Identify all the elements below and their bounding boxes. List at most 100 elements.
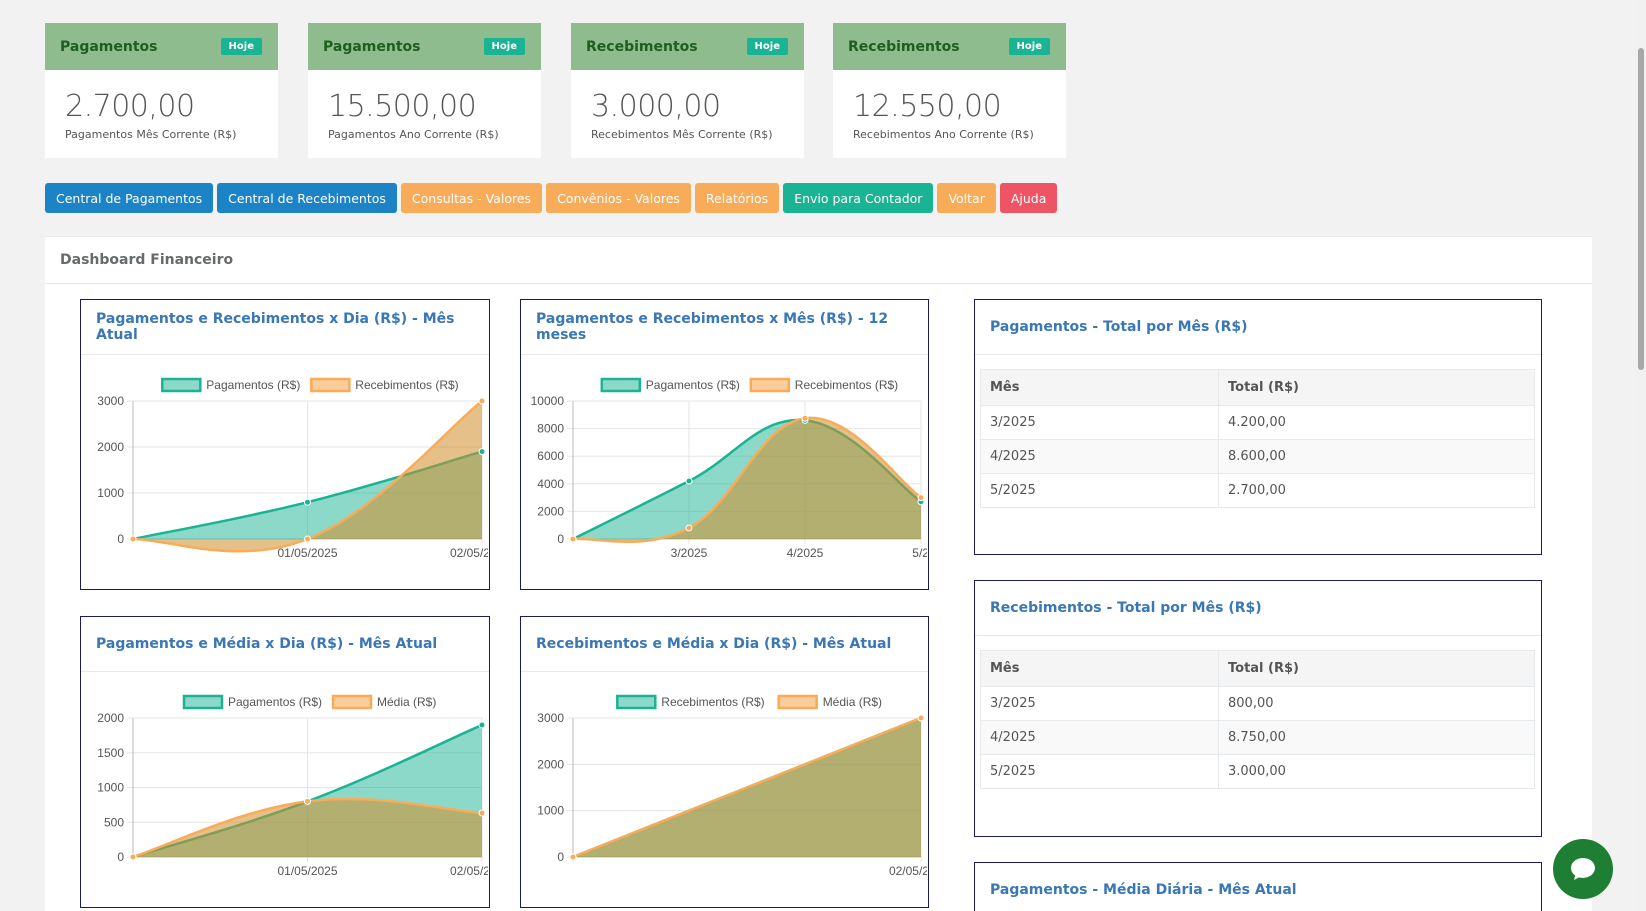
- y-tick-label: 2000: [537, 504, 564, 518]
- data-point: [478, 809, 486, 817]
- convenios-valores-button[interactable]: Convênios - Valores: [546, 183, 691, 213]
- table-title: Recebimentos - Total por Mês (R$): [975, 581, 1541, 636]
- table-cell: 3/2025: [980, 405, 1219, 440]
- dashboard-title: Dashboard Financeiro: [45, 237, 1592, 284]
- table-box-media-diaria: Pagamentos - Média Diária - Mês Atual: [974, 862, 1542, 911]
- series-area: [133, 401, 482, 552]
- table-title: Pagamentos - Total por Mês (R$): [975, 300, 1541, 355]
- x-tick-label: 3/2025: [671, 546, 708, 560]
- legend-label: Recebimentos (R$): [661, 695, 764, 709]
- legend-label: Média (R$): [377, 695, 436, 709]
- table-title: Pagamentos - Média Diária - Mês Atual: [975, 863, 1541, 911]
- page-scrollbar[interactable]: [1636, 0, 1646, 911]
- stat-subtitle: Recebimentos Ano Corrente (R$): [853, 128, 1034, 141]
- column-header: Mês: [980, 650, 1219, 687]
- ajuda-button[interactable]: Ajuda: [999, 183, 1058, 213]
- chart-box-3: Pagamentos e Média x Dia (R$) - Mês Atua…: [80, 616, 490, 908]
- voltar-button[interactable]: Voltar: [937, 183, 996, 213]
- stat-card-header: Pagamentos Hoje: [45, 23, 278, 70]
- legend-swatch: [777, 694, 818, 710]
- data-point: [685, 524, 693, 532]
- y-tick-label: 2000: [537, 757, 564, 771]
- y-tick-label: 1000: [97, 781, 124, 795]
- stat-card-header: Recebimentos Hoje: [833, 23, 1066, 70]
- stat-subtitle: Pagamentos Mês Corrente (R$): [65, 128, 237, 141]
- legend-label: Pagamentos (R$): [206, 378, 300, 392]
- table-cell: 4/2025: [980, 439, 1219, 474]
- legend-swatch: [331, 694, 373, 710]
- table-header-row: Mês Total (R$): [980, 650, 1535, 687]
- legend-label: Pagamentos (R$): [228, 695, 322, 709]
- data-point: [129, 853, 137, 861]
- legend-label: Média (R$): [823, 695, 882, 709]
- chat-button[interactable]: [1553, 839, 1613, 899]
- column-header: Total (R$): [1218, 369, 1535, 406]
- legend-swatch: [310, 377, 351, 393]
- legend-swatch: [161, 377, 202, 393]
- data-point: [569, 535, 577, 543]
- stat-card-pagamentos-mes: Pagamentos Hoje 2.700,00 Pagamentos Mês …: [45, 23, 278, 158]
- consultas-valores-button[interactable]: Consultas - Valores: [400, 183, 543, 213]
- scrollbar-thumb[interactable]: [1638, 48, 1644, 370]
- legend-swatch: [600, 377, 642, 393]
- y-tick-label: 3000: [97, 394, 124, 408]
- stat-subtitle: Pagamentos Ano Corrente (R$): [328, 128, 499, 141]
- data-point: [917, 714, 925, 722]
- legend-label: Recebimentos (R$): [355, 378, 458, 392]
- chat-bubble-icon: [1571, 858, 1595, 880]
- chart-title: Pagamentos e Média x Dia (R$) - Mês Atua…: [81, 617, 489, 672]
- table-cell: 4.200,00: [1218, 405, 1535, 440]
- action-button-row: Central de Pagamentos Central de Recebim…: [45, 183, 1058, 213]
- y-tick-label: 500: [104, 815, 124, 829]
- stat-title: Pagamentos: [323, 38, 421, 55]
- data-point: [478, 397, 486, 405]
- x-tick-label: 01/05/2025: [277, 864, 337, 878]
- central-recebimentos-button[interactable]: Central de Recebimentos: [217, 183, 397, 213]
- table-header-row: Mês Total (R$): [980, 369, 1535, 406]
- legend-swatch: [749, 377, 791, 393]
- table-box-pagamentos: Pagamentos - Total por Mês (R$) Mês Tota…: [974, 299, 1542, 555]
- legend-swatch: [616, 694, 657, 710]
- stat-value: 3.000,00: [591, 89, 721, 124]
- y-tick-label: 0: [117, 850, 124, 864]
- x-tick-label: 02/05/2025: [889, 864, 927, 878]
- table-row: 3/2025 4.200,00: [980, 405, 1535, 440]
- y-tick-label: 1000: [537, 804, 564, 818]
- column-header: Mês: [980, 369, 1219, 406]
- chart-legend: Pagamentos (R$) Recebimentos (R$): [161, 377, 459, 393]
- relatorios-button[interactable]: Relatórios: [694, 183, 780, 213]
- data-point: [801, 414, 809, 422]
- table-row: 3/2025 800,00: [980, 686, 1535, 721]
- data-point: [569, 853, 577, 861]
- table-cell: 8.750,00: [1218, 720, 1535, 755]
- y-tick-label: 1000: [97, 486, 124, 500]
- legend-label: Recebimentos (R$): [795, 378, 898, 392]
- x-tick-label: 02/05/2025: [450, 864, 488, 878]
- stat-card-header: Recebimentos Hoje: [571, 23, 804, 70]
- central-pagamentos-button[interactable]: Central de Pagamentos: [45, 183, 214, 213]
- stat-title: Pagamentos: [60, 38, 158, 55]
- stat-card-recebimentos-mes: Recebimentos Hoje 3.000,00 Recebimentos …: [571, 23, 804, 158]
- chart-box-1: Pagamentos e Recebimentos x Dia (R$) - M…: [80, 299, 490, 590]
- table-row: 4/2025 8.750,00: [980, 720, 1535, 755]
- table-cell: 3/2025: [980, 686, 1219, 721]
- today-badge: Hoje: [220, 38, 262, 55]
- chart-legend: Pagamentos (R$) Média (R$): [182, 694, 436, 710]
- stat-value: 15.500,00: [328, 89, 477, 124]
- pagamentos-table: Mês Total (R$) 3/2025 4.200,00 4/2025 8.…: [980, 369, 1535, 508]
- chart-box-2: Pagamentos e Recebimentos x Mês (R$) - 1…: [520, 299, 929, 590]
- chart-pagamentos-recebimentos-mes: Pagamentos (R$) Recebimentos (R$) 0 2000 400…: [531, 377, 927, 560]
- series-area: [133, 799, 482, 857]
- chart-title: Recebimentos e Média x Dia (R$) - Mês At…: [521, 617, 928, 672]
- data-point: [304, 535, 311, 543]
- stat-card-recebimentos-ano: Recebimentos Hoje 12.550,00 Recebimentos…: [833, 23, 1066, 158]
- chart-box-4: Recebimentos e Média x Dia (R$) - Mês At…: [520, 616, 929, 908]
- stat-title: Recebimentos: [586, 38, 698, 55]
- data-point: [304, 498, 311, 506]
- x-tick-label: 4/2025: [787, 546, 824, 560]
- stat-value: 2.700,00: [65, 89, 195, 124]
- table-row: 5/2025 2.700,00: [980, 473, 1535, 508]
- envio-contador-button[interactable]: Envio para Contador: [783, 183, 934, 213]
- stat-title: Recebimentos: [848, 38, 960, 55]
- table-cell: 2.700,00: [1218, 473, 1535, 508]
